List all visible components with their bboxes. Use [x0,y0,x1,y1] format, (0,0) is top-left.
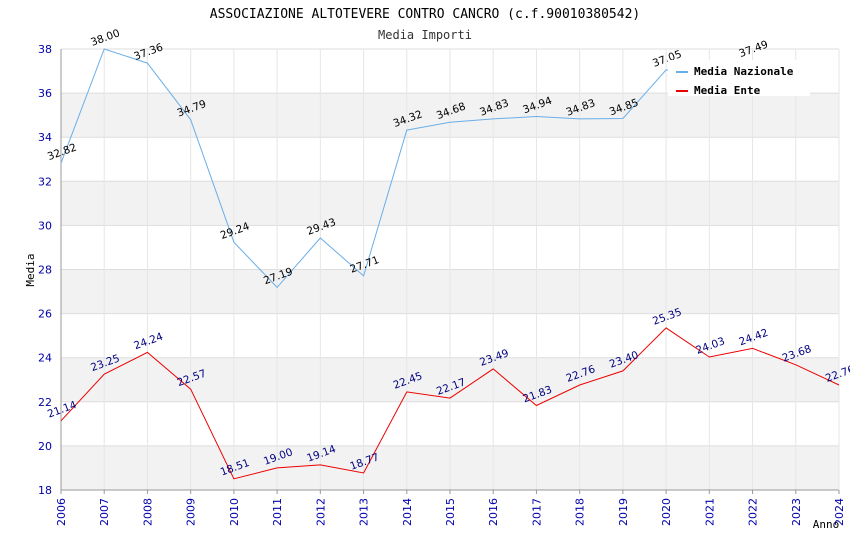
x-tick-label: 2017 [530,498,543,526]
data-label: 24.24 [132,331,165,353]
y-tick-label: 36 [38,87,52,100]
x-tick-label: 2009 [185,498,198,526]
data-label: 37.36 [132,41,165,63]
x-tick-label: 2012 [314,498,327,526]
chart-title: ASSOCIAZIONE ALTOTEVERE CONTRO CANCRO (c… [210,7,640,22]
y-axis-ticks: 18 20 22 24 26 28 30 32 34 36 38 [38,43,52,497]
y-tick-label: 38 [38,43,52,56]
x-axis-label: Anno [813,518,840,531]
x-tick-label: 2007 [98,498,111,526]
x-axis-ticks: 2006 2007 2008 2009 2010 2011 2012 2013 2014 2015… [55,498,846,526]
x-tick-label: 2022 [747,498,760,526]
legend-label-nazionale: Media Nazionale [694,65,794,78]
y-tick-label: 18 [38,484,52,497]
legend: Media Nazionale Media Ente [668,60,810,97]
x-tick-label: 2006 [55,498,68,526]
x-tick-label: 2020 [660,498,673,526]
x-tick-label: 2015 [444,498,457,526]
series-line-media-nazionale [60,48,753,289]
x-tick-label: 2018 [574,498,587,526]
axes [60,49,840,494]
y-tick-label: 34 [38,131,52,144]
x-tick-label: 2016 [487,498,500,526]
data-label: 37.49 [737,39,769,61]
series-lines [60,48,840,480]
data-label: 24.03 [694,335,726,357]
x-tick-label: 2008 [141,498,154,526]
x-tick-label: 2010 [228,498,241,526]
series-line-media-ente [60,327,840,480]
chart-subtitle: Media Importi [378,28,472,42]
data-label: 24.42 [737,327,769,349]
y-tick-label: 20 [38,440,52,453]
data-label: 38.00 [89,27,121,49]
y-tick-label: 28 [38,264,52,277]
legend-box [668,60,810,96]
y-tick-label: 24 [38,352,52,365]
y-tick-label: 22 [38,396,52,409]
y-tick-label: 30 [38,219,52,232]
x-tick-label: 2019 [617,498,630,526]
x-tick-label: 2023 [790,498,803,526]
x-tick-label: 2011 [271,498,284,526]
y-tick-label: 26 [38,308,52,321]
y-axis-label: Media [24,253,37,286]
x-tick-label: 2014 [401,498,414,526]
x-tick-label: 2024 [833,498,846,526]
x-tick-label: 2013 [358,498,371,526]
y-tick-label: 32 [38,175,52,188]
x-tick-label: 2021 [703,498,716,526]
legend-label-ente: Media Ente [694,84,761,97]
